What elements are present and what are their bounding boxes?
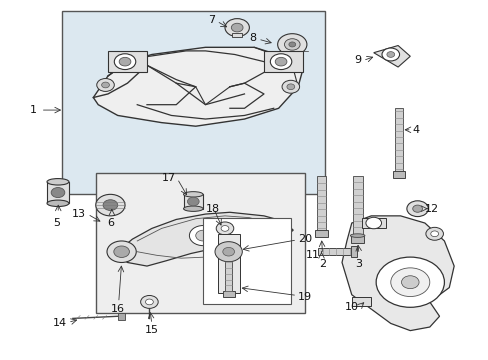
Circle shape [187,197,199,206]
Circle shape [189,226,216,246]
Circle shape [275,57,286,66]
Text: 10: 10 [345,302,358,312]
Bar [314,230,328,237]
Bar [264,51,303,72]
Bar [118,314,125,320]
Circle shape [412,205,422,212]
Circle shape [430,231,438,237]
Circle shape [284,39,300,50]
Circle shape [215,242,242,262]
Circle shape [270,54,291,69]
Ellipse shape [349,234,364,237]
Bar [108,51,147,72]
Bar [316,176,326,232]
Circle shape [375,257,444,307]
Ellipse shape [47,200,69,207]
Circle shape [221,226,228,231]
Circle shape [102,82,109,88]
Text: 15: 15 [144,325,159,335]
Text: 8: 8 [249,33,256,43]
Circle shape [145,299,153,305]
Circle shape [119,57,131,66]
Text: 3: 3 [355,259,362,269]
Circle shape [282,80,299,93]
Circle shape [51,188,65,198]
Bar [224,261,232,293]
Circle shape [224,19,249,37]
Bar [351,297,370,306]
Polygon shape [93,47,303,126]
Text: 14: 14 [52,319,66,328]
Circle shape [390,268,429,297]
Text: 18: 18 [205,204,220,214]
Circle shape [386,51,394,57]
Bar [352,176,362,237]
Circle shape [195,230,210,241]
Bar [232,33,242,37]
Circle shape [216,222,233,235]
Bar [317,248,353,255]
Text: 17: 17 [162,173,176,183]
Circle shape [103,200,118,211]
Circle shape [288,42,295,47]
Text: 7: 7 [208,15,215,26]
Text: 16: 16 [110,304,124,314]
Bar [203,218,290,304]
Circle shape [107,241,136,262]
Text: 20: 20 [298,234,312,244]
Circle shape [406,201,427,217]
Circle shape [277,34,306,55]
Circle shape [114,54,136,69]
Circle shape [97,78,114,91]
Circle shape [401,276,418,289]
Text: 13: 13 [72,209,86,219]
Bar [96,173,305,313]
Bar [217,234,239,293]
Bar [222,291,234,297]
Circle shape [114,246,129,257]
Ellipse shape [183,192,203,197]
Polygon shape [341,216,453,330]
Text: 19: 19 [298,292,312,302]
Bar [350,246,356,257]
Text: 1: 1 [30,105,37,115]
Polygon shape [373,45,409,67]
Circle shape [96,194,125,216]
Bar [61,12,325,194]
Circle shape [141,296,158,309]
Circle shape [425,227,443,240]
Polygon shape [115,212,293,266]
Text: 5: 5 [53,218,60,228]
Text: 11: 11 [305,250,320,260]
Bar [361,218,385,228]
Bar [183,194,203,209]
Bar [47,182,69,203]
Bar [392,171,405,178]
Circle shape [365,217,381,229]
Bar [350,235,364,243]
Circle shape [223,247,234,256]
Circle shape [286,84,294,90]
Text: 6: 6 [107,218,114,228]
Ellipse shape [47,179,69,185]
Circle shape [231,23,243,32]
Text: 4: 4 [412,125,419,135]
Circle shape [381,48,399,61]
Text: 12: 12 [424,204,438,214]
Ellipse shape [183,206,203,211]
Bar [394,108,403,173]
Text: 2: 2 [318,259,325,269]
Text: 9: 9 [354,55,361,65]
